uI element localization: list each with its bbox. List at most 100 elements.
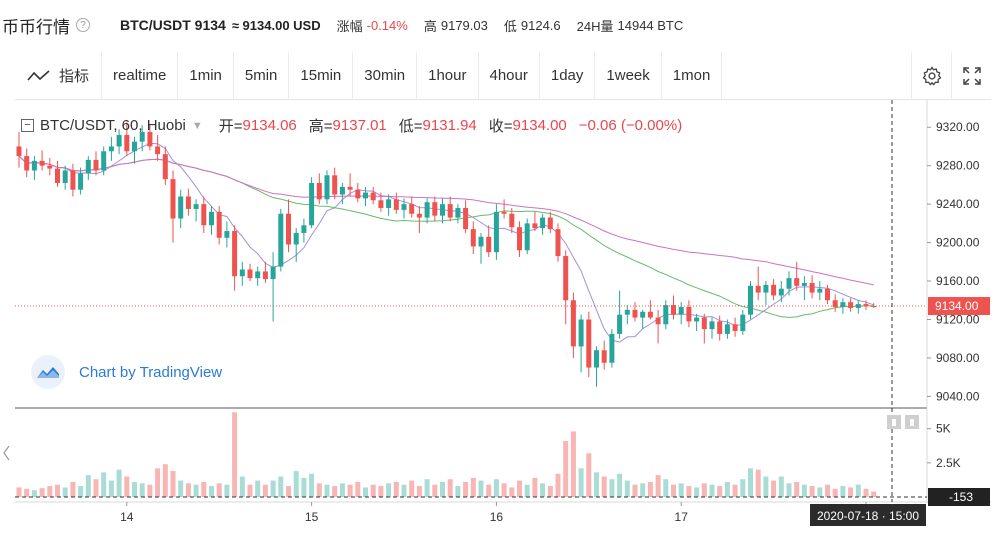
- interval-realtime[interactable]: realtime: [102, 52, 179, 99]
- volume-bar: [24, 488, 30, 497]
- candle-body: [262, 271, 268, 280]
- candle-body: [108, 146, 114, 152]
- tradingview-chart[interactable]: − BTC/USDT, 60, Huobi ▼ 开= 9134.06 高= 91…: [15, 100, 991, 533]
- candle-body: [339, 186, 345, 195]
- candle-body: [609, 333, 615, 363]
- volume-bar: [871, 491, 877, 497]
- chart-canvas[interactable]: 9320.00 9280.00 9240.00 9200.00 9160.00 9120.…: [15, 100, 991, 533]
- last-price-tag: [928, 297, 990, 316]
- volume-bar: [540, 483, 546, 497]
- candle-body: [116, 134, 122, 147]
- candle-body: [209, 211, 214, 226]
- price-tick-label: 9320.00: [936, 120, 980, 134]
- volume-bar: [771, 480, 777, 497]
- volume-bar: [794, 481, 800, 497]
- ma-line-7: [18, 142, 874, 343]
- volume-bar: [640, 483, 646, 497]
- volume-bar: [270, 480, 276, 497]
- candle-body: [470, 229, 476, 247]
- chevron-down-icon[interactable]: ▼: [191, 119, 203, 132]
- volume-bar: [224, 484, 230, 497]
- candle-body: [509, 213, 515, 228]
- tradingview-watermark[interactable]: Chart by TradingView: [31, 355, 222, 389]
- candle-body: [686, 306, 692, 322]
- candle-body: [278, 213, 284, 267]
- candle-body: [324, 175, 330, 200]
- candle-body: [162, 154, 168, 180]
- help-icon[interactable]: ?: [76, 18, 90, 32]
- volume-bar: [701, 483, 707, 497]
- candle-body: [363, 192, 368, 199]
- candle-body: [155, 146, 161, 155]
- indicators-button[interactable]: 指标: [15, 52, 103, 99]
- candle-body: [748, 285, 753, 315]
- legend-open-value: 9134.06: [242, 117, 297, 134]
- volume-bar: [416, 486, 422, 497]
- volume-bar: [755, 469, 761, 497]
- candle-body: [663, 305, 669, 325]
- chart-background: [15, 100, 991, 533]
- page-title: 币币行情: [2, 17, 70, 37]
- volume-bar: [247, 484, 253, 497]
- interval-30min[interactable]: 30min: [353, 52, 418, 99]
- volume-bar: [478, 480, 484, 497]
- candle-body: [347, 186, 353, 190]
- fullscreen-button[interactable]: [951, 52, 991, 99]
- candle-body: [532, 223, 538, 229]
- interval-15min[interactable]: 15min: [289, 52, 354, 99]
- volume-bar: [594, 472, 599, 497]
- volume-bar: [786, 483, 792, 497]
- candle-body: [524, 223, 530, 251]
- price-tick-label: 9080.00: [936, 351, 980, 365]
- volume-bar: [386, 483, 392, 497]
- interval-1mon[interactable]: 1mon: [662, 52, 723, 99]
- candle-body: [85, 159, 91, 174]
- chart-toolbar: 指标 realtime 1min 5min 15min 30min 1hour …: [15, 52, 991, 100]
- legend-symbol[interactable]: BTC/USDT, 60, Huobi: [40, 117, 186, 134]
- candle-body: [286, 213, 291, 245]
- volume-bar: [671, 484, 676, 497]
- volume-bar: [293, 471, 299, 497]
- price-tick-label: 9280.00: [936, 159, 980, 173]
- usd-equivalent: ≈ 9134.00 USD: [231, 17, 321, 33]
- candle-body: [771, 284, 777, 296]
- candle-body: [817, 288, 823, 293]
- volume-bar: [309, 473, 315, 497]
- volume-bar: [147, 484, 153, 497]
- volume-bar: [239, 476, 245, 497]
- volume-bar: [70, 481, 76, 497]
- candle-body: [31, 160, 37, 171]
- candle-body: [570, 300, 576, 347]
- candle-body: [755, 285, 761, 293]
- volume-bar: [678, 483, 684, 497]
- chevron-left-icon[interactable]: [0, 443, 12, 463]
- ma-line-60: [18, 155, 874, 286]
- interval-1week[interactable]: 1week: [595, 52, 662, 99]
- settings-button[interactable]: [911, 52, 951, 99]
- volume-bar: [517, 480, 522, 497]
- volume-bar: [301, 477, 307, 497]
- candle-body: [416, 213, 422, 218]
- volume-bar: [455, 486, 461, 497]
- interval-1hour[interactable]: 1hour: [417, 52, 479, 99]
- interval-1day[interactable]: 1day: [540, 52, 596, 99]
- candle-body: [501, 211, 507, 214]
- candle-body: [39, 160, 45, 166]
- volume-bar: [278, 476, 284, 497]
- volume-bar: [778, 476, 784, 497]
- interval-5min[interactable]: 5min: [234, 52, 290, 99]
- volume-bar: [732, 484, 738, 497]
- candle-body: [486, 236, 492, 253]
- candle-body: [763, 284, 769, 293]
- volume-bar: [848, 487, 854, 497]
- interval-1min[interactable]: 1min: [178, 52, 234, 99]
- candle-body: [70, 170, 76, 190]
- collapse-legend-icon[interactable]: −: [21, 119, 34, 132]
- candle-body: [393, 199, 399, 210]
- volume-bar: [724, 481, 730, 497]
- volume-bar: [855, 484, 861, 497]
- volume-bar: [232, 412, 238, 497]
- candle-body: [463, 207, 469, 230]
- interval-4hour[interactable]: 4hour: [479, 52, 540, 99]
- time-tick-label: 14: [120, 510, 134, 524]
